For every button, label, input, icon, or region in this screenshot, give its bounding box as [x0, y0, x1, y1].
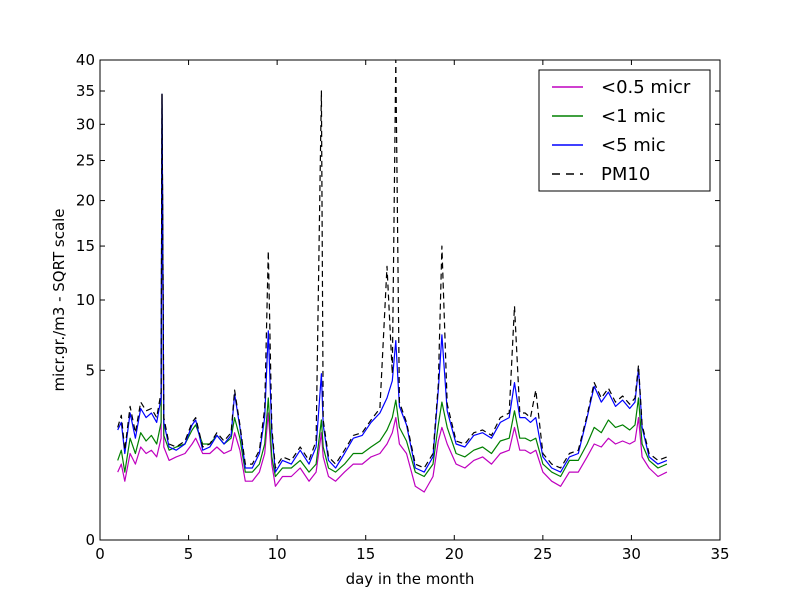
y-axis-ticks: 0 5 10 15 20 25 30 35 40 — [76, 51, 720, 549]
x-tick-label: 15 — [356, 545, 375, 563]
x-tick-label: 0 — [95, 545, 105, 563]
series-line-3 — [117, 59, 668, 469]
series-line-2 — [117, 93, 668, 473]
legend-items: <0.5 micr <1 mic <5 mic PM10 — [552, 77, 691, 185]
x-tick-label: 35 — [710, 545, 729, 563]
y-tick-label: 15 — [76, 237, 95, 255]
y-tick-label: 20 — [76, 192, 95, 210]
y-tick-label: 10 — [76, 291, 95, 309]
legend-label-2: <5 mic — [601, 135, 666, 156]
legend: <0.5 micr <1 mic <5 mic PM10 — [538, 69, 711, 192]
y-tick-label: 30 — [76, 115, 95, 133]
legend-box — [538, 69, 711, 192]
x-tick-label: 20 — [445, 545, 464, 563]
series-line-0 — [117, 93, 668, 493]
x-axis-title: day in the month — [346, 570, 475, 588]
series-layer — [117, 59, 668, 493]
x-tick-label: 25 — [533, 545, 552, 563]
x-tick-label: 5 — [184, 545, 194, 563]
y-tick-label: 5 — [85, 361, 95, 379]
x-tick-label: 30 — [622, 545, 641, 563]
y-tick-label: 35 — [76, 82, 95, 100]
x-tick-label: 10 — [268, 545, 287, 563]
legend-label-1: <1 mic — [601, 106, 666, 127]
y-tick-label: 0 — [85, 531, 95, 549]
legend-label-3: PM10 — [601, 164, 650, 185]
y-tick-label: 40 — [76, 51, 95, 69]
legend-label-0: <0.5 micr — [601, 77, 691, 98]
y-tick-label: 25 — [76, 152, 95, 170]
y-axis-title: micr.gr./m3 - SQRT scale — [50, 208, 68, 391]
x-axis-ticks: 0 5 10 15 20 25 30 35 — [95, 60, 730, 563]
